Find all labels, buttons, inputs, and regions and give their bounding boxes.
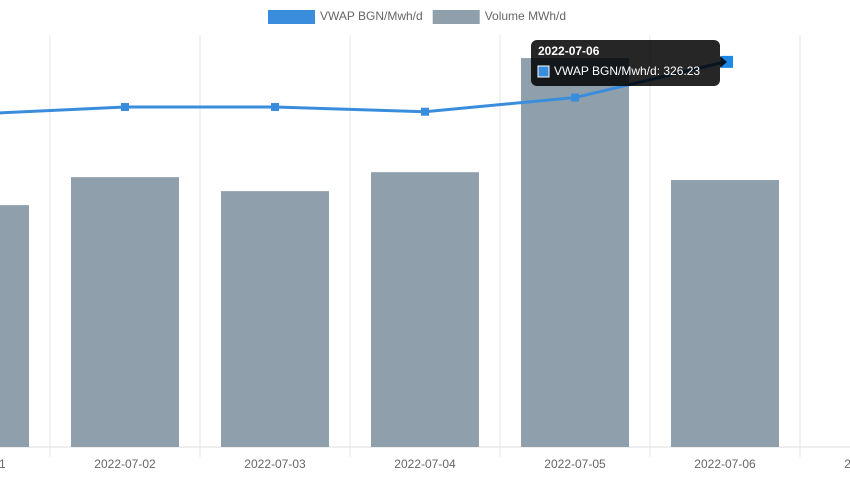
x-tick-label: 2022-07-02	[94, 457, 156, 471]
legend: VWAP BGN/Mwh/d Volume MWh/d	[268, 9, 566, 24]
bar	[0, 205, 29, 447]
bar	[521, 58, 629, 448]
tooltip-value: 326.23	[663, 64, 700, 78]
x-tick-label: 2022-07-06	[694, 457, 756, 471]
bar	[71, 177, 179, 447]
bar	[221, 191, 329, 447]
tooltip-body: VWAP BGN/Mwh/d: 326.23	[554, 64, 700, 78]
bar	[371, 172, 479, 448]
x-tick-label: 2022-07-03	[244, 457, 306, 471]
x-tick-label: 2022-07-07	[844, 457, 850, 471]
line-point	[121, 103, 129, 112]
legend-swatch	[432, 10, 480, 24]
x-tick-label: 2022-07-05	[544, 457, 606, 471]
line-point	[721, 55, 733, 68]
x-tick-label: 2022-07-01	[0, 457, 6, 471]
line-point	[571, 93, 579, 102]
bar	[671, 180, 779, 448]
x-tick-label: 2022-07-04	[394, 457, 456, 471]
tooltip-title: 2022-07-06	[538, 44, 600, 58]
line-point	[421, 107, 429, 116]
tooltip-box	[531, 40, 720, 86]
line-point	[271, 103, 279, 112]
legend-label: Volume MWh/d	[485, 9, 566, 23]
tooltip: 2022-07-06 VWAP BGN/Mwh/d: 326.23	[531, 40, 727, 86]
legend-swatch	[268, 10, 315, 24]
line	[0, 60, 726, 115]
tooltip-swatch	[537, 65, 550, 78]
legend-label: VWAP BGN/Mwh/d	[320, 9, 423, 23]
tooltip-caret	[720, 56, 727, 68]
tooltip-series: VWAP BGN/Mwh/d	[554, 64, 657, 78]
